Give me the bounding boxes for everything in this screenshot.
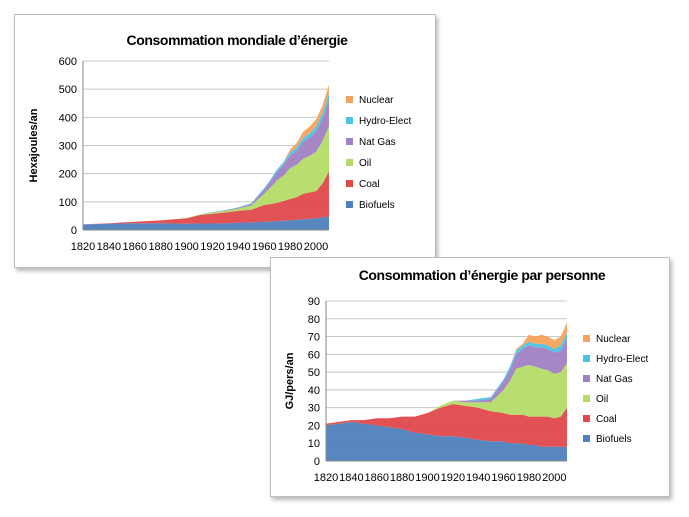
x-tick-label: 1840 xyxy=(97,241,121,253)
legend-swatch xyxy=(346,201,353,208)
y-tick-label: 70 xyxy=(308,332,320,344)
x-tick-label: 1900 xyxy=(415,472,439,484)
legend-swatch xyxy=(583,435,590,442)
y-axis-label: Hexajoules/an xyxy=(28,108,40,182)
y-tick-label: 500 xyxy=(59,84,77,96)
y-tick-label: 600 xyxy=(59,56,77,68)
legend-label: Biofuels xyxy=(359,200,395,211)
legend-label: Oil xyxy=(359,158,371,169)
y-tick-label: 200 xyxy=(59,169,77,181)
x-tick-label: 1980 xyxy=(517,472,541,484)
area-series-coal xyxy=(326,404,567,447)
legend-label: Nat Gas xyxy=(596,374,633,385)
x-tick-label: 1940 xyxy=(466,472,490,484)
y-tick-label: 60 xyxy=(308,349,320,361)
x-tick-label: 1880 xyxy=(390,472,414,484)
legend-label: Nuclear xyxy=(359,95,394,106)
legend-label: Nat Gas xyxy=(359,137,396,148)
y-tick-label: 90 xyxy=(308,296,320,308)
y-tick-label: 80 xyxy=(308,314,320,326)
y-tick-label: 0 xyxy=(71,225,77,237)
x-tick-label: 1960 xyxy=(252,241,276,253)
chart-1-svg: Consommation mondiale d’énergie 0 100 200 30… xyxy=(28,32,411,253)
x-tick-label: 1860 xyxy=(364,472,388,484)
y-tick-label: 0 xyxy=(314,456,320,468)
y-tick-label: 30 xyxy=(308,403,320,415)
legend-swatch xyxy=(583,335,590,342)
y-tick-label: 300 xyxy=(59,141,77,153)
legend-label: Coal xyxy=(596,414,617,425)
x-tick-label: 1880 xyxy=(148,241,172,253)
legend-swatch xyxy=(346,138,353,145)
legend-swatch xyxy=(346,96,353,103)
chart-energy-per-person: Consommation d’énergie par personne 0 10 20… xyxy=(270,257,670,497)
legend-label: Coal xyxy=(359,179,380,190)
legend-swatch xyxy=(583,375,590,382)
legend-label: Nuclear xyxy=(596,334,631,345)
legend-swatch xyxy=(583,395,590,402)
area-series-biofuels xyxy=(326,421,567,461)
legend-label: Hydro-Elect xyxy=(359,116,411,127)
area-series-oil xyxy=(83,126,329,225)
legend-swatch xyxy=(583,355,590,362)
x-tick-label: 1840 xyxy=(339,472,363,484)
y-axis-label: GJ/pers/an xyxy=(284,352,296,409)
y-tick-label: 400 xyxy=(59,112,77,124)
legend-swatch xyxy=(346,180,353,187)
legend-swatch xyxy=(346,117,353,124)
y-tick-label: 40 xyxy=(308,385,320,397)
x-tick-label: 1900 xyxy=(174,241,198,253)
x-tick-label: 1860 xyxy=(123,241,147,253)
legend-label: Hydro-Elect xyxy=(596,354,648,365)
y-tick-label: 50 xyxy=(308,367,320,379)
y-tick-label: 100 xyxy=(59,197,77,209)
y-tick-label: 10 xyxy=(308,438,320,450)
legend-label: Oil xyxy=(596,394,608,405)
legend-swatch xyxy=(346,159,353,166)
x-tick-label: 2000 xyxy=(542,472,566,484)
x-tick-label: 1920 xyxy=(441,472,465,484)
legend-swatch xyxy=(583,415,590,422)
x-tick-label: 1820 xyxy=(71,241,95,253)
x-tick-label: 1820 xyxy=(314,472,338,484)
x-tick-label: 2000 xyxy=(304,241,328,253)
x-tick-label: 1940 xyxy=(226,241,250,253)
y-tick-label: 20 xyxy=(308,420,320,432)
area-series-biofuels xyxy=(83,216,329,230)
chart-title: Consommation d’énergie par personne xyxy=(359,267,606,283)
area-series-oil xyxy=(326,363,567,424)
x-tick-label: 1960 xyxy=(491,472,515,484)
area-series-coal xyxy=(83,171,329,225)
legend-label: Biofuels xyxy=(596,434,632,445)
chart-2-svg: Consommation d’énergie par personne 0 10 20… xyxy=(284,267,648,484)
chart-world-energy-consumption: Consommation mondiale d’énergie 0 100 200 30… xyxy=(14,14,436,268)
x-tick-label: 1920 xyxy=(200,241,224,253)
x-tick-label: 1980 xyxy=(278,241,302,253)
chart-title: Consommation mondiale d’énergie xyxy=(127,32,349,48)
